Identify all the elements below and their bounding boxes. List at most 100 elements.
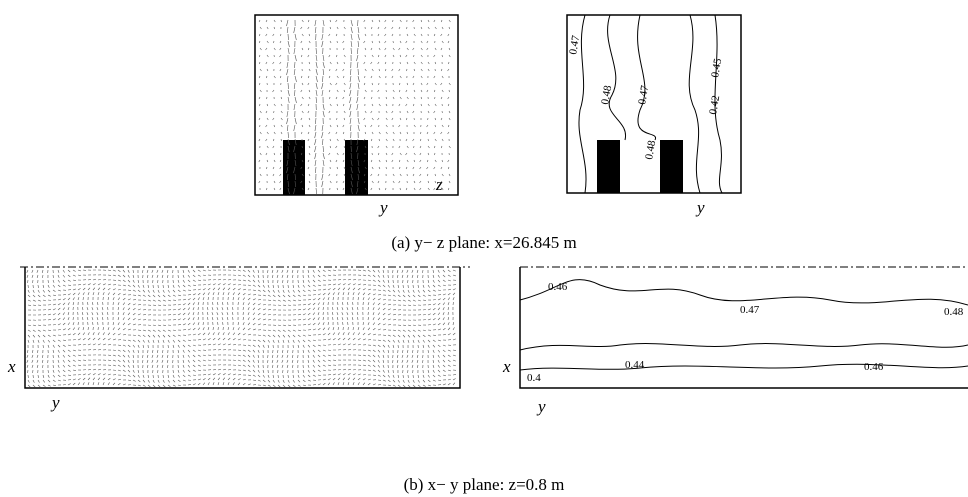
vector-arrow bbox=[313, 345, 315, 347]
vector-arrow bbox=[58, 285, 60, 287]
vector-arrow bbox=[420, 167, 421, 169]
vector-arrow bbox=[330, 125, 331, 127]
vector-arrow bbox=[323, 293, 325, 295]
vector-arrow bbox=[263, 380, 265, 382]
vector-arrow bbox=[103, 332, 105, 335]
vector-arrow bbox=[303, 319, 306, 320]
vector-arrow bbox=[351, 27, 352, 33]
vector-arrow bbox=[427, 132, 428, 134]
vector-arrow bbox=[393, 380, 395, 382]
vector-arrow bbox=[208, 360, 211, 361]
vector-arrow bbox=[393, 309, 396, 310]
vector-arrow bbox=[322, 83, 323, 89]
vector-arrow bbox=[108, 270, 111, 271]
vector-arrow bbox=[193, 294, 196, 295]
vector-arrow bbox=[302, 97, 303, 99]
vector-arrow bbox=[318, 317, 319, 320]
vector-arrow bbox=[193, 270, 195, 272]
vector-arrow bbox=[438, 345, 440, 347]
vector-arrow bbox=[328, 327, 329, 330]
vector-arrow bbox=[428, 69, 429, 71]
vector-arrow bbox=[316, 69, 317, 75]
vector-arrow bbox=[218, 288, 220, 290]
vector-arrow bbox=[448, 322, 449, 325]
vector-arrow bbox=[103, 292, 104, 295]
vector-arrow bbox=[228, 279, 231, 280]
vector-arrow bbox=[93, 288, 95, 290]
vector-arrow bbox=[143, 330, 146, 331]
vector-arrow bbox=[28, 295, 30, 297]
vector-arrow bbox=[318, 360, 320, 362]
vector-arrow bbox=[433, 308, 435, 310]
vector-arrow bbox=[113, 302, 114, 305]
vector-arrow bbox=[238, 339, 241, 340]
vector-arrow bbox=[418, 290, 420, 293]
vector-arrow bbox=[378, 375, 381, 376]
vector-arrow bbox=[448, 355, 451, 357]
vector-arrow bbox=[448, 370, 451, 371]
vector-arrow bbox=[428, 146, 429, 148]
vector-arrow bbox=[421, 20, 422, 22]
vector-arrow bbox=[218, 369, 221, 370]
vector-arrow bbox=[203, 365, 206, 366]
vector-arrow bbox=[162, 350, 163, 353]
vector-arrow bbox=[68, 370, 71, 371]
vector-arrow bbox=[323, 104, 324, 110]
vector-arrow bbox=[163, 295, 165, 297]
vector-arrow bbox=[258, 380, 261, 381]
vector-arrow bbox=[343, 104, 344, 106]
vector-arrow bbox=[388, 314, 391, 315]
vector-arrow bbox=[82, 317, 83, 320]
vector-arrow bbox=[398, 330, 401, 331]
vector-arrow bbox=[309, 41, 310, 43]
vector-arrow bbox=[281, 125, 282, 127]
vector-arrow bbox=[336, 83, 337, 85]
vector-arrow bbox=[258, 375, 260, 377]
vector-arrow bbox=[268, 314, 271, 315]
vector-arrow bbox=[422, 270, 423, 273]
vector-arrow bbox=[402, 350, 403, 353]
vector-arrow bbox=[282, 275, 283, 278]
vector-arrow bbox=[414, 153, 415, 155]
vector-arrow bbox=[388, 380, 390, 382]
vector-arrow bbox=[427, 83, 428, 85]
vector-arrow bbox=[393, 314, 396, 315]
vector-arrow bbox=[448, 62, 449, 64]
vector-arrow bbox=[183, 313, 185, 315]
vector-arrow bbox=[183, 375, 185, 377]
vector-arrow bbox=[53, 340, 55, 342]
vector-arrow bbox=[92, 312, 93, 315]
vector-arrow bbox=[323, 383, 325, 385]
vector-arrow bbox=[103, 279, 106, 280]
vector-arrow bbox=[303, 280, 304, 283]
vector-arrow bbox=[118, 355, 120, 357]
vector-arrow bbox=[365, 111, 366, 113]
vector-arrow bbox=[260, 48, 261, 50]
vector-arrow bbox=[448, 360, 450, 362]
vector-arrow bbox=[267, 55, 268, 57]
vector-arrow bbox=[378, 275, 380, 277]
vector-arrow bbox=[133, 280, 134, 283]
vector-arrow bbox=[173, 340, 175, 342]
vector-arrow bbox=[203, 288, 206, 290]
vector-arrow bbox=[308, 375, 310, 377]
vector-arrow bbox=[183, 355, 184, 358]
vector-arrow bbox=[283, 385, 285, 387]
vector-arrow bbox=[258, 345, 260, 347]
vector-arrow bbox=[365, 48, 366, 50]
vector-arrow bbox=[407, 365, 408, 368]
vector-arrow bbox=[318, 355, 320, 357]
vector-arrow bbox=[162, 365, 163, 368]
vector-arrow bbox=[322, 41, 323, 47]
vector-arrow bbox=[397, 360, 398, 363]
vector-arrow bbox=[208, 382, 209, 385]
vector-arrow bbox=[373, 375, 376, 376]
vector-arrow bbox=[163, 340, 164, 343]
vector-arrow bbox=[53, 375, 55, 377]
vector-arrow bbox=[433, 324, 436, 325]
vector-arrow bbox=[68, 294, 71, 295]
vector-arrow bbox=[218, 338, 220, 340]
vector-arrow bbox=[82, 307, 83, 310]
vector-arrow bbox=[133, 275, 134, 278]
vector-arrow bbox=[188, 270, 190, 273]
